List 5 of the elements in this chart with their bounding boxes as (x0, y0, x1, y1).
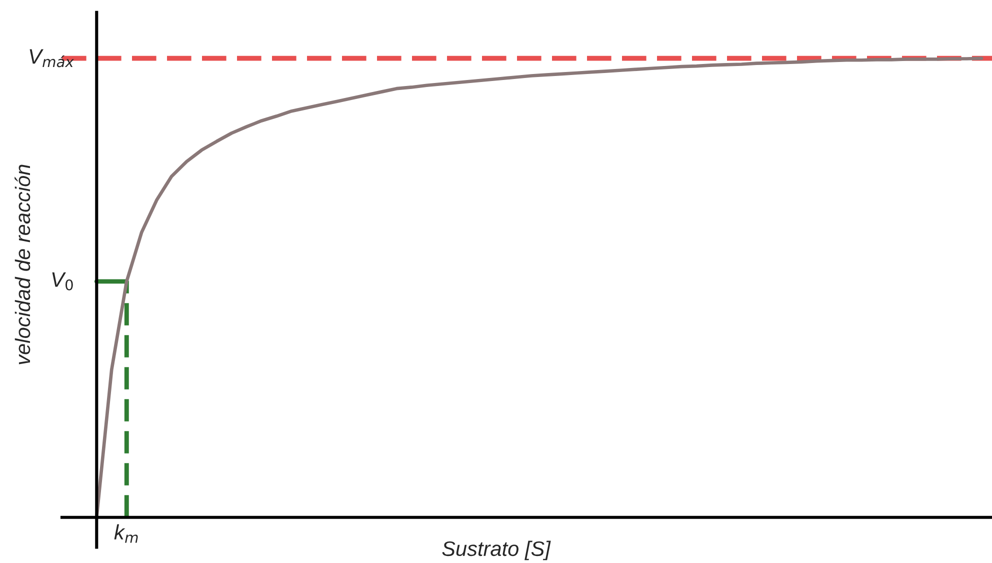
y-axis-title: velocidad de reacción (14, 164, 30, 364)
text: k$_{m}$ (114, 524, 138, 543)
x-axis-title: Sustrato [S] (442, 540, 551, 560)
ref-line-label: V$_{0}$ (52, 272, 73, 290)
ref-line-label: V$_{máx}$ (30, 49, 74, 68)
